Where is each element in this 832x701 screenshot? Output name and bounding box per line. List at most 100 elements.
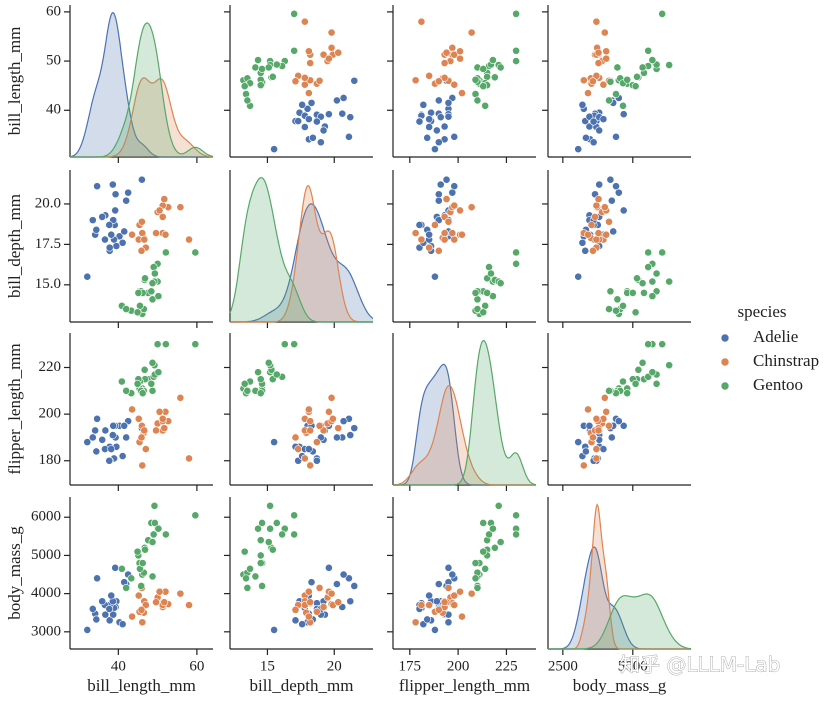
point: [471, 559, 480, 567]
legend-label: Adelie: [753, 327, 798, 346]
point: [481, 564, 490, 573]
point: [133, 308, 142, 317]
point: [496, 63, 505, 72]
point: [589, 433, 597, 442]
point: [633, 274, 641, 283]
point: [467, 28, 476, 37]
kde-area: [70, 77, 213, 157]
point: [432, 126, 441, 135]
point: [134, 591, 143, 600]
point: [612, 90, 620, 98]
point: [176, 203, 185, 212]
point: [254, 368, 262, 377]
point: [272, 370, 281, 379]
kde-line: [393, 384, 536, 486]
point: [160, 195, 169, 204]
point: [191, 248, 200, 257]
point: [133, 379, 142, 388]
x-tick-label: 40: [111, 658, 126, 674]
point: [582, 447, 590, 456]
point: [423, 133, 432, 142]
point: [592, 17, 601, 26]
point: [122, 433, 131, 442]
point: [602, 47, 611, 56]
point: [138, 618, 147, 627]
point: [334, 424, 343, 433]
point: [431, 145, 439, 154]
point: [148, 386, 157, 395]
point: [648, 368, 657, 377]
point: [133, 547, 142, 556]
point: [243, 96, 252, 105]
point: [264, 538, 273, 546]
point: [658, 340, 667, 349]
point: [137, 246, 146, 255]
point: [329, 414, 337, 423]
point: [427, 108, 435, 117]
point: [256, 559, 265, 567]
point: [417, 601, 426, 609]
point: [149, 263, 158, 271]
point: [266, 524, 274, 533]
point: [489, 56, 497, 64]
point: [479, 519, 488, 527]
point: [290, 9, 299, 18]
point: [118, 238, 127, 247]
point: [350, 76, 359, 85]
y-tick-label: 5000: [31, 547, 61, 563]
point: [434, 246, 443, 255]
point: [105, 604, 114, 613]
point: [264, 63, 273, 72]
point: [444, 618, 453, 627]
x-tick-label: 5000: [618, 658, 648, 674]
point: [614, 417, 623, 426]
point: [300, 454, 309, 463]
point: [152, 426, 160, 435]
point: [141, 274, 149, 283]
point: [150, 269, 159, 278]
point: [345, 132, 353, 141]
point: [512, 248, 520, 257]
point: [306, 461, 315, 470]
point: [254, 56, 262, 64]
point: [92, 225, 101, 234]
point: [176, 393, 185, 402]
point: [154, 292, 163, 301]
point: [458, 230, 466, 239]
point: [467, 589, 476, 598]
y-tick-label: 60: [46, 3, 61, 19]
point: [290, 511, 299, 520]
point: [191, 340, 200, 349]
point: [619, 301, 627, 310]
point: [312, 117, 321, 126]
point: [306, 426, 315, 435]
point: [324, 110, 333, 119]
point: [600, 393, 609, 402]
legend-marker: [720, 381, 730, 391]
point: [312, 607, 321, 616]
point: [147, 379, 156, 388]
point: [512, 259, 520, 268]
point: [83, 626, 92, 634]
point: [158, 212, 167, 221]
kde-area: [230, 185, 373, 322]
x-tick-label: 15: [260, 658, 275, 674]
point: [440, 598, 449, 607]
point: [272, 519, 281, 527]
point: [473, 295, 482, 304]
point: [258, 65, 266, 73]
point: [127, 574, 136, 583]
point: [105, 456, 114, 465]
legend-label: Chinstrap: [753, 351, 819, 370]
point: [434, 190, 443, 199]
kde-line: [548, 593, 692, 650]
point: [431, 626, 439, 634]
point: [473, 583, 482, 592]
point: [109, 610, 118, 619]
point: [585, 112, 594, 121]
point: [425, 601, 434, 609]
point: [578, 100, 587, 109]
y-tick-label: 6000: [31, 509, 61, 525]
point: [458, 612, 466, 621]
point: [120, 227, 129, 236]
